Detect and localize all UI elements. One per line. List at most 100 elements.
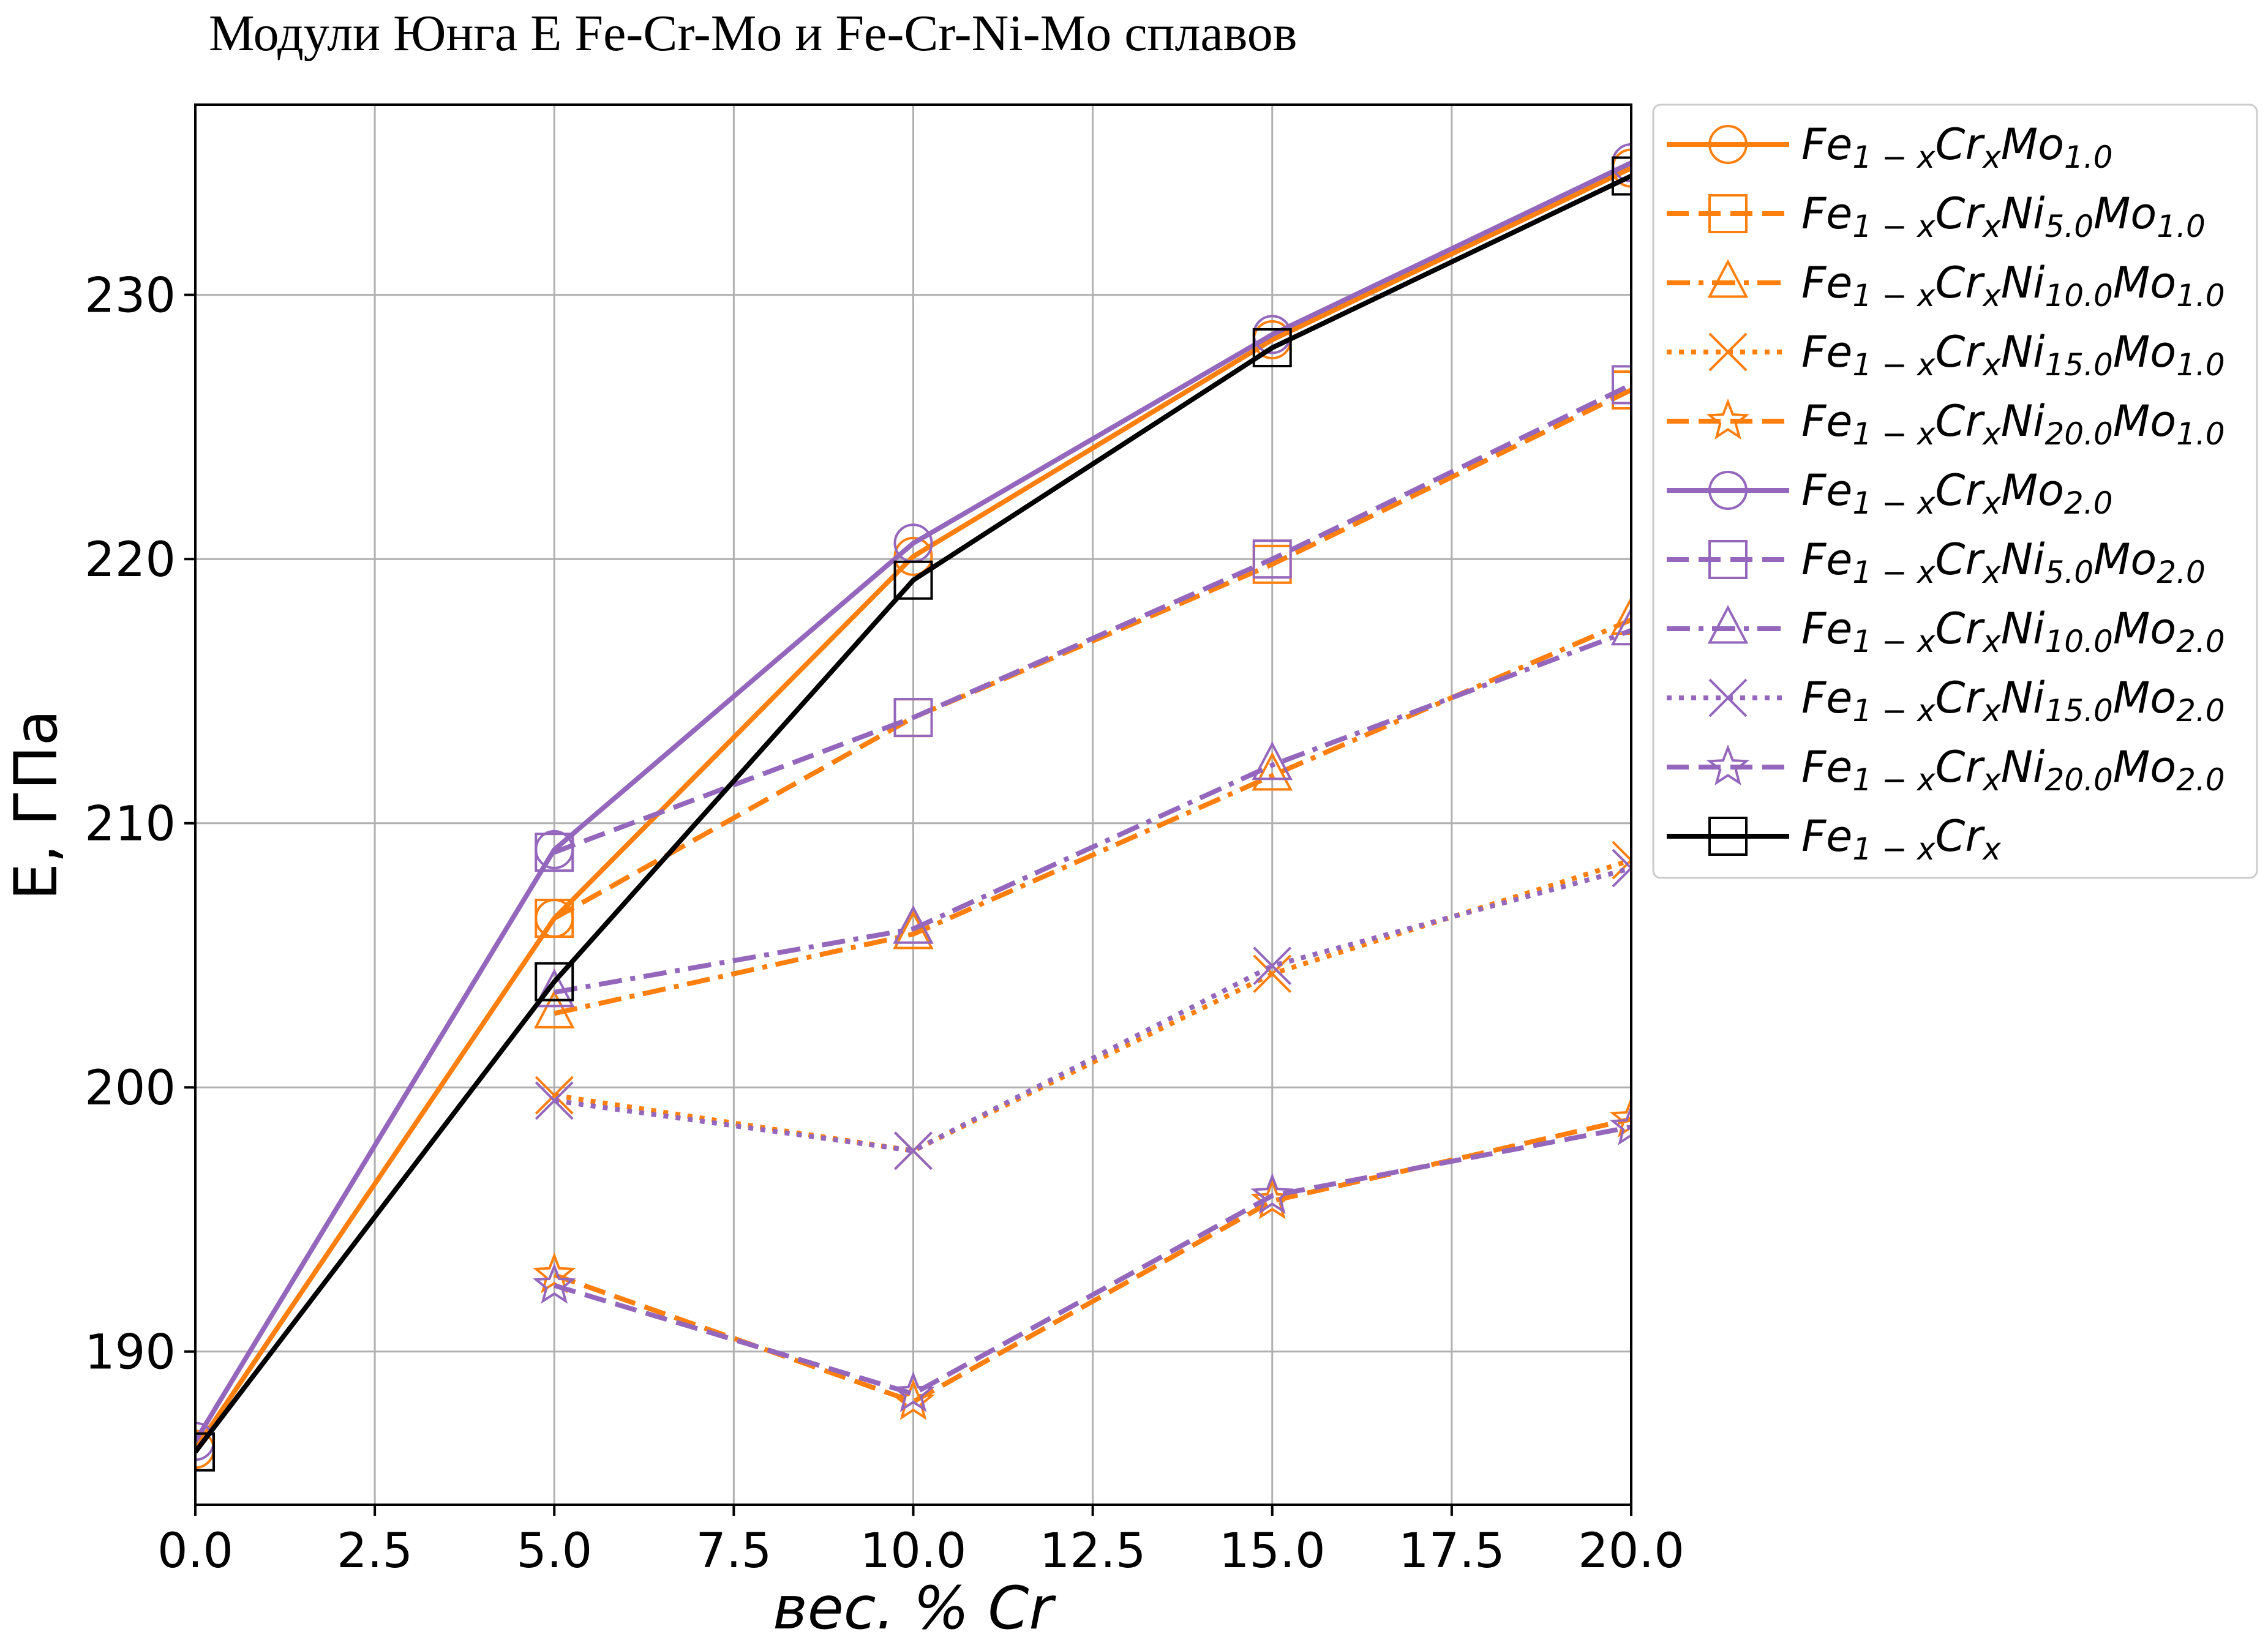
- series-path: [554, 617, 1631, 1016]
- series-line: [533, 596, 1631, 1028]
- data-point: [1252, 328, 1292, 367]
- x-tick-label: 10.0: [860, 1524, 967, 1579]
- legend-entry: Fe1 − xCrxMo1.0: [1667, 119, 2112, 175]
- data-point: [1706, 744, 1750, 786]
- data-point: [195, 1432, 215, 1472]
- x-tick-label: 15.0: [1219, 1524, 1326, 1579]
- x-tick-label: 17.5: [1399, 1524, 1505, 1579]
- legend-label: Fe1 − xCrxNi5.0Mo1.0: [1801, 189, 2206, 244]
- data-point: [1708, 471, 1748, 510]
- legend-entry: Fe1 − xCrxNi10.0Mo1.0: [1667, 258, 2225, 313]
- data-point: [1252, 539, 1292, 579]
- x-tick-label: 12.5: [1040, 1524, 1146, 1579]
- data-point: [533, 1262, 576, 1304]
- legend-entry: Fe1 − xCrxMo2.0: [1667, 465, 2112, 521]
- legend-label: Fe1 − xCrxNi20.0Mo2.0: [1801, 742, 2225, 798]
- x-tick-label: 0.0: [157, 1524, 233, 1579]
- legend-entry: Fe1 − xCrx: [1667, 811, 2001, 867]
- data-point: [1706, 398, 1750, 440]
- legend-entry: Fe1 − xCrxNi20.0Mo2.0: [1667, 742, 2225, 798]
- data-point: [535, 899, 574, 938]
- data-point: [894, 1131, 933, 1170]
- data-series: [195, 143, 1631, 1472]
- data-point: [1612, 156, 1631, 196]
- legend-entry: Fe1 − xCrxNi20.0Mo1.0: [1667, 396, 2225, 452]
- y-tick-label: 200: [84, 1061, 176, 1116]
- data-point: [893, 698, 933, 738]
- x-tick-label: 7.5: [696, 1524, 772, 1579]
- legend-label: Fe1 − xCrxMo2.0: [1801, 465, 2112, 521]
- grid-lines: [194, 105, 1632, 1505]
- legend-entry: Fe1 − xCrxNi5.0Mo1.0: [1667, 189, 2206, 244]
- series-line: [535, 365, 1631, 872]
- data-point: [1252, 741, 1293, 781]
- data-point: [535, 1076, 574, 1115]
- legend: Fe1 − xCrxMo1.0 Fe1 − xCrxNi5.0Mo1.0 Fe1 −…: [1652, 103, 2258, 879]
- data-point: [1612, 848, 1631, 888]
- legend-label: Fe1 − xCrx: [1801, 811, 2001, 867]
- data-point: [1253, 954, 1292, 994]
- data-point: [535, 1081, 574, 1120]
- data-point: [893, 560, 933, 600]
- data-point: [1708, 678, 1748, 717]
- data-point: [893, 905, 934, 944]
- series-path: [554, 627, 1631, 995]
- legend-entry: Fe1 − xCrxNi10.0Mo2.0: [1667, 604, 2225, 659]
- x-axis-label: вес. % Cr: [773, 1574, 1056, 1642]
- series-path: [554, 866, 1631, 1153]
- legend-label: Fe1 − xCrxNi15.0Mo1.0: [1801, 327, 2225, 383]
- legend-box: [1652, 103, 2258, 879]
- series-line: [195, 156, 1631, 1472]
- y-axis-label: E, ГПа: [2, 710, 70, 900]
- data-point: [1708, 817, 1748, 856]
- x-tick-label: 5.0: [516, 1524, 592, 1579]
- data-point: [533, 989, 575, 1028]
- data-point: [1707, 259, 1749, 298]
- legend-entry: Fe1 − xCrxNi15.0Mo2.0: [1667, 673, 2225, 728]
- y-tick-label: 190: [84, 1325, 176, 1380]
- legend-label: Fe1 − xCrxNi15.0Mo2.0: [1801, 673, 2225, 728]
- axis-ticks: 0.0 2.5 5.0 7.5 10.0 12.5 15.0 17.5 20.0 190 200 21…: [84, 269, 1684, 1579]
- series-path: [554, 1124, 1631, 1396]
- series-path: [195, 165, 1631, 1451]
- y-tick-label: 210: [84, 797, 176, 852]
- data-point: [1612, 841, 1631, 880]
- data-point: [533, 1252, 576, 1294]
- legend-label: Fe1 − xCrxNi10.0Mo1.0: [1801, 258, 2225, 313]
- chart-title: Модули Юнга E Fe-Cr-Mo и Fe-Cr-Ni-Mo спл…: [209, 5, 1297, 62]
- y-tick-label: 220: [84, 533, 176, 588]
- data-point: [1708, 332, 1748, 372]
- series-path: [195, 173, 1631, 1454]
- y-tick-label: 230: [84, 269, 176, 324]
- data-point: [893, 910, 934, 949]
- data-point: [533, 968, 575, 1008]
- legend-entry: Fe1 − xCrxNi5.0Mo2.0: [1667, 534, 2206, 590]
- series-line: [533, 606, 1631, 1008]
- data-point: [1708, 125, 1748, 164]
- data-point: [1610, 596, 1631, 635]
- data-point: [892, 1379, 935, 1420]
- series-line: [533, 1104, 1631, 1412]
- series-path: [195, 160, 1631, 1443]
- legend-label: Fe1 − xCrxNi20.0Mo1.0: [1801, 396, 2225, 452]
- x-tick-label: 2.5: [337, 1524, 413, 1579]
- data-point: [1707, 605, 1749, 644]
- data-point: [1708, 194, 1748, 233]
- data-point: [892, 1371, 935, 1412]
- legend-label: Fe1 − xCrxMo1.0: [1801, 119, 2112, 175]
- data-point: [535, 833, 574, 872]
- data-point: [1610, 606, 1631, 646]
- series-path: [553, 382, 1631, 855]
- legend-label: Fe1 − xCrxNi5.0Mo2.0: [1801, 534, 2206, 590]
- legend-entry: Fe1 − xCrxNi15.0Mo1.0: [1667, 327, 2225, 383]
- x-tick-label: 20.0: [1578, 1524, 1684, 1579]
- legend-label: Fe1 − xCrxNi10.0Mo2.0: [1801, 604, 2225, 659]
- series-path: [554, 858, 1631, 1153]
- data-point: [1253, 946, 1292, 986]
- data-point: [1609, 1096, 1631, 1138]
- data-point: [1612, 365, 1631, 405]
- data-point: [535, 962, 574, 1002]
- data-point: [1250, 1173, 1294, 1215]
- series-line: [535, 848, 1631, 1170]
